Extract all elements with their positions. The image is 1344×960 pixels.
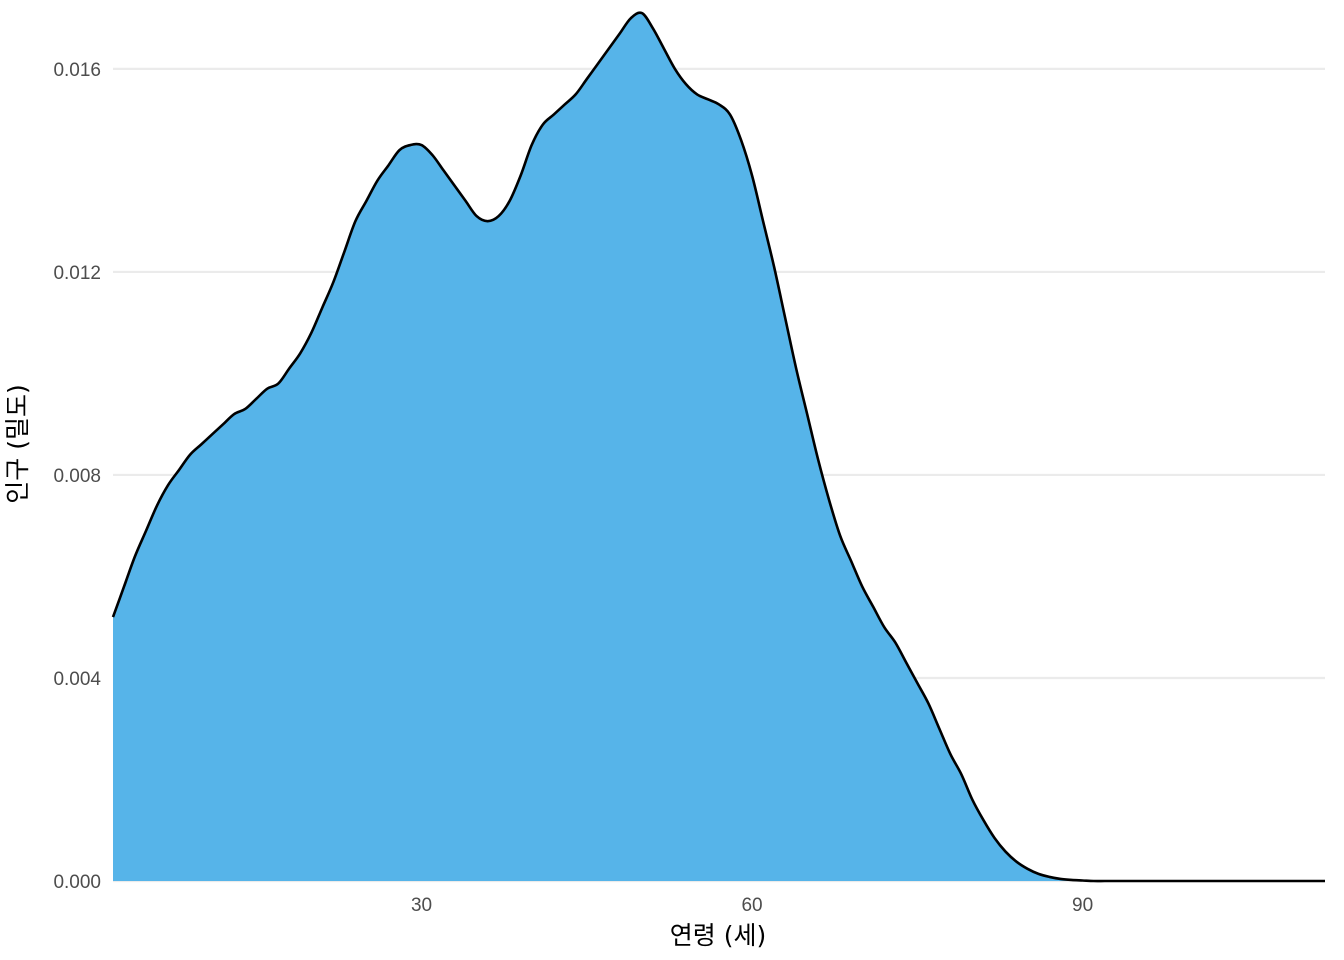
- x-tick-labels: 30 60 90: [411, 895, 1093, 916]
- density-area-fill: [113, 12, 1325, 882]
- y-tick-label: 0.004: [53, 669, 101, 690]
- y-tick-label: 0.008: [53, 466, 101, 487]
- y-tick-label: 0.012: [53, 263, 101, 284]
- y-tick-label: 0.016: [53, 60, 101, 81]
- x-tick-label: 60: [741, 895, 762, 916]
- density-area-layer: [111, 11, 1325, 883]
- density-curve-line: [111, 11, 1325, 883]
- x-tick-label: 90: [1072, 895, 1093, 916]
- x-axis-title: 연령 (세): [670, 921, 766, 950]
- x-tick-label: 30: [411, 895, 432, 916]
- y-tick-label: 0.000: [53, 872, 101, 893]
- y-tick-labels: 0.000 0.004 0.008 0.012 0.016: [53, 60, 101, 893]
- y-axis-title: 인구 (밀도): [3, 384, 32, 503]
